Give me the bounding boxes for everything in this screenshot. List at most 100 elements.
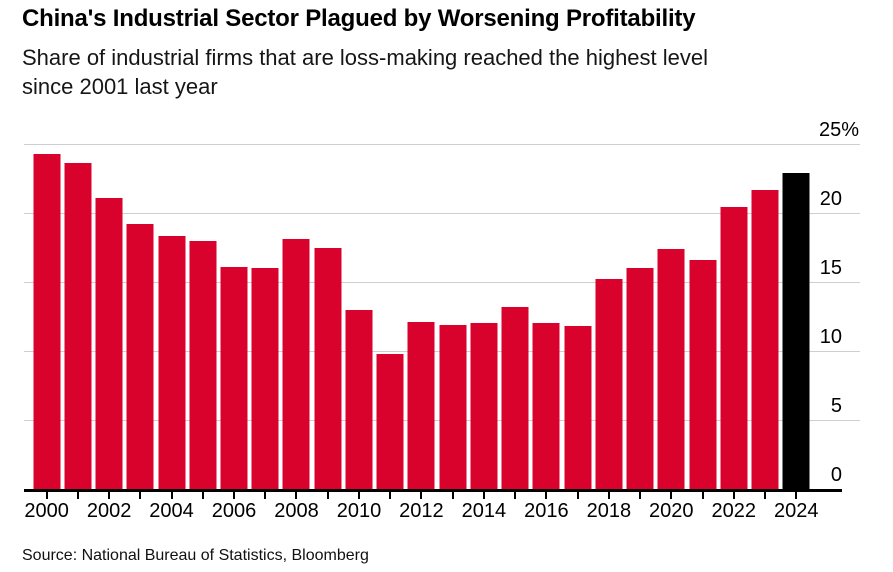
bar-2022 <box>720 207 748 489</box>
bar-cell <box>562 144 593 489</box>
bar-2015 <box>501 306 529 489</box>
bar-2004 <box>158 236 186 489</box>
x-tick-label: 2016 <box>524 500 569 522</box>
bar-2023 <box>751 189 779 489</box>
axis-tick <box>264 492 267 499</box>
bar-2018 <box>595 279 623 489</box>
tick-cell <box>187 492 218 499</box>
bar-cell <box>31 144 62 489</box>
bar-cell <box>93 144 124 489</box>
bar-2010 <box>345 309 373 489</box>
tick-cell <box>562 492 593 499</box>
axis-tick <box>732 492 735 499</box>
y-tick-label: 10 <box>819 326 842 348</box>
tick-cell <box>531 492 562 499</box>
bar-cell <box>187 144 218 489</box>
bar-2002 <box>95 197 123 489</box>
axis-tick <box>607 492 610 499</box>
bar-cell <box>437 144 468 489</box>
bar-cell <box>218 144 249 489</box>
axis-tick <box>108 492 111 499</box>
chart-subtitle: Share of industrial firms that are loss-… <box>22 43 708 101</box>
tick-cell <box>250 492 281 499</box>
tick-cell <box>31 492 62 499</box>
bar-2017 <box>564 326 592 489</box>
axis-tick <box>451 492 454 499</box>
x-tick-label: 2000 <box>24 500 69 522</box>
x-tick-label: 2020 <box>649 500 694 522</box>
axis-tick <box>45 492 48 499</box>
x-tick-label: 2014 <box>461 500 507 522</box>
x-tick-label: 2022 <box>711 500 757 522</box>
tick-cell <box>218 492 249 499</box>
tick-cell <box>749 492 780 499</box>
axis-tick <box>764 492 766 499</box>
bar-2011 <box>376 353 404 489</box>
x-axis-line <box>24 489 842 492</box>
axis-tick <box>76 492 79 499</box>
tick-cell <box>468 492 499 499</box>
xlabel-cell: 2022 <box>712 500 757 522</box>
bar-cell <box>281 144 312 489</box>
bar-2001 <box>64 163 92 489</box>
y-tick-label: 20 <box>819 188 842 210</box>
x-axis-ticks-layer <box>31 492 812 499</box>
x-tick-label: 2018 <box>586 500 632 522</box>
chart-subtitle-line-1: Share of industrial firms that are loss-… <box>22 45 709 70</box>
bar-cell <box>312 144 343 489</box>
axis-tick <box>420 492 423 499</box>
xlabel-cell: 2002 <box>87 500 132 522</box>
bar-cell <box>687 144 718 489</box>
chart-title: China's Industrial Sector Plagued by Wor… <box>22 5 696 32</box>
xlabel-cell: 2006 <box>212 500 257 522</box>
axis-tick <box>295 492 298 499</box>
bar-2013 <box>439 324 467 489</box>
bars-layer <box>31 144 812 489</box>
bar-2014 <box>470 323 498 489</box>
bar-2020 <box>657 248 685 489</box>
x-tick-label: 2010 <box>336 500 382 522</box>
xlabel-cell: 2014 <box>462 500 507 522</box>
axis-tick <box>357 492 360 499</box>
bar-2019 <box>626 268 654 489</box>
axis-tick <box>795 492 798 499</box>
tick-cell <box>687 492 718 499</box>
bar-2005 <box>189 240 217 489</box>
bar-cell <box>624 144 655 489</box>
bar-cell <box>375 144 406 489</box>
axis-tick <box>670 492 673 499</box>
bar-chart-plot-area <box>24 144 860 489</box>
xlabel-cell: 2018 <box>587 500 632 522</box>
axis-tick <box>326 492 329 499</box>
bar-2021 <box>689 259 717 489</box>
axis-tick <box>201 492 204 499</box>
axis-tick <box>482 492 485 499</box>
bar-cell <box>62 144 93 489</box>
xlabel-cell: 2012 <box>399 500 444 522</box>
gridline <box>24 282 860 283</box>
tick-cell <box>62 492 93 499</box>
gridline <box>24 144 860 145</box>
bar-cell <box>343 144 374 489</box>
tick-cell <box>125 492 156 499</box>
xlabel-cell: 2000 <box>24 500 69 522</box>
bar-cell <box>593 144 624 489</box>
tick-cell <box>718 492 749 499</box>
bar-2000 <box>33 153 61 489</box>
tick-cell <box>656 492 687 499</box>
tick-cell <box>624 492 655 499</box>
xlabel-cell: 2008 <box>274 500 319 522</box>
gridline <box>24 213 860 214</box>
bar-2016 <box>532 323 560 489</box>
x-tick-label: 2024 <box>773 500 819 522</box>
bar-cell <box>468 144 499 489</box>
axis-tick <box>701 492 704 499</box>
tick-cell <box>437 492 468 499</box>
x-tick-label: 2004 <box>149 500 194 522</box>
bar-cell <box>656 144 687 489</box>
y-tick-label: 25% <box>818 119 859 141</box>
x-tick-label: 2008 <box>274 500 319 522</box>
tick-cell <box>93 492 124 499</box>
xlabel-cell: 2016 <box>524 500 569 522</box>
